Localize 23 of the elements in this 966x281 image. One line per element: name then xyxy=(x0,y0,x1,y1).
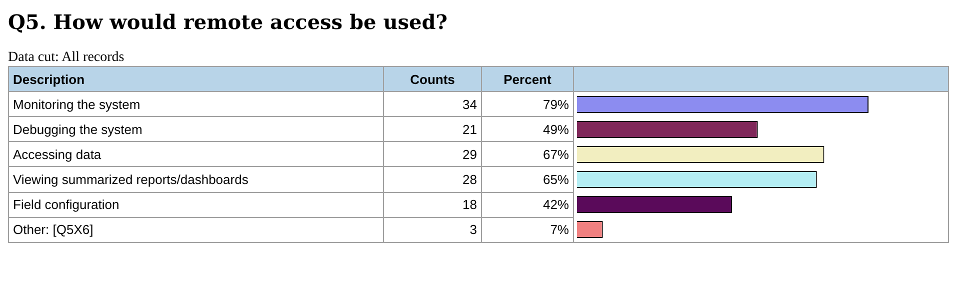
data-label: 65% xyxy=(482,166,574,192)
data-label: 67% xyxy=(482,142,574,167)
text: 21 xyxy=(384,116,482,142)
text: 34 xyxy=(384,92,482,117)
y-tick-label: Field configuration xyxy=(8,192,384,218)
y-tick-label: Other: [Q5X6] xyxy=(8,217,384,242)
x-axis-title: Percent xyxy=(482,66,574,92)
y-axis-title: Description xyxy=(8,66,384,92)
data-label: 7% xyxy=(482,217,574,242)
text: 28 xyxy=(384,166,482,192)
text: Data cut: All records xyxy=(8,50,126,66)
text: 29 xyxy=(384,142,482,167)
data-label: 79% xyxy=(482,92,574,117)
y-tick-label: Accessing data xyxy=(8,142,384,167)
text: 3 xyxy=(384,217,482,242)
data-label: 49% xyxy=(482,116,574,142)
y-tick-label: Monitoring the system xyxy=(8,92,384,117)
y-tick-label: Viewing summarized reports/dashboards xyxy=(8,166,384,192)
text: Q5. How would remote access be used? xyxy=(8,10,448,34)
text: Counts xyxy=(384,66,482,92)
y-tick-label: Debugging the system xyxy=(8,116,384,142)
data-label: 42% xyxy=(482,192,574,218)
text: 18 xyxy=(384,192,482,218)
